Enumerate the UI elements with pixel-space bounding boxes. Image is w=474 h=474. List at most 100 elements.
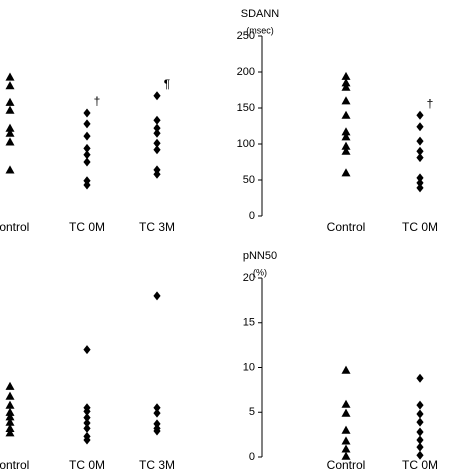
point: [83, 143, 91, 153]
point: [341, 436, 351, 445]
x-tick-label: TC 3M: [139, 458, 175, 472]
point: [416, 136, 424, 146]
point: [153, 291, 161, 301]
point: [83, 406, 91, 416]
point: [416, 442, 424, 452]
point: [5, 137, 15, 146]
point: [153, 169, 161, 179]
point: [5, 412, 15, 421]
x-tick-label: TC 3M: [139, 220, 175, 234]
x-tick-label: Control: [0, 458, 29, 472]
point: [341, 146, 351, 155]
y-axis-label: SDANN: [241, 8, 280, 20]
point: [416, 153, 424, 163]
x-tick-label: TC 0M: [402, 458, 438, 472]
point: [341, 82, 351, 91]
point: [153, 115, 161, 125]
point: [5, 381, 15, 390]
point: [416, 373, 424, 383]
point: [5, 407, 15, 416]
point: [153, 426, 161, 436]
point: [341, 365, 351, 374]
point: [341, 71, 351, 80]
x-tick-label: Control: [0, 220, 29, 234]
point: [153, 138, 161, 148]
point: [83, 150, 91, 160]
point: [83, 119, 91, 129]
x-tick-label: TC 0M: [69, 220, 105, 234]
point: [341, 96, 351, 105]
point: [83, 108, 91, 118]
point: [83, 345, 91, 355]
y-tick-label: 20: [243, 272, 255, 284]
point: [341, 168, 351, 177]
y-tick-label: 200: [237, 66, 255, 78]
point: [416, 146, 424, 156]
point: [5, 81, 15, 90]
point: [341, 141, 351, 150]
point: [153, 91, 161, 101]
point: [83, 435, 91, 445]
point: [341, 444, 351, 453]
x-tick-label: Control: [327, 458, 366, 472]
point: [5, 417, 15, 426]
point: [416, 122, 424, 132]
y-tick-label: 50: [243, 174, 255, 186]
annotation: †: [427, 96, 434, 110]
point: [416, 173, 424, 183]
y-tick-label: 10: [243, 361, 255, 373]
point: [5, 423, 15, 432]
point: [83, 131, 91, 141]
point: [153, 145, 161, 155]
y-tick-label: 0: [249, 210, 255, 222]
y-tick-label: 5: [249, 406, 255, 418]
point: [83, 423, 91, 433]
y-axis-unit: (msec): [246, 25, 274, 35]
annotation: ¶: [164, 77, 170, 91]
point: [416, 178, 424, 188]
point: [153, 403, 161, 413]
point: [5, 105, 15, 114]
y-tick-label: 250: [237, 30, 255, 42]
point: [341, 399, 351, 408]
point: [5, 123, 15, 132]
point: [416, 400, 424, 410]
point: [341, 132, 351, 141]
point: [341, 408, 351, 417]
point: [153, 128, 161, 138]
y-tick-label: 100: [237, 138, 255, 150]
point: [341, 127, 351, 136]
point: [341, 110, 351, 119]
point: [153, 408, 161, 418]
point: [5, 97, 15, 106]
annotation: †: [94, 94, 101, 108]
point: [341, 425, 351, 434]
x-tick-label: TC 0M: [69, 458, 105, 472]
point: [5, 428, 15, 437]
point: [5, 391, 15, 400]
point: [416, 409, 424, 419]
point: [5, 165, 15, 174]
point: [83, 157, 91, 167]
x-tick-label: TC 0M: [402, 220, 438, 234]
point: [5, 72, 15, 81]
point: [341, 451, 351, 460]
y-tick-label: 15: [243, 317, 255, 329]
point: [416, 417, 424, 427]
y-axis-label: pNN50: [243, 250, 277, 262]
point: [416, 427, 424, 437]
point: [5, 400, 15, 409]
x-tick-label: Control: [327, 220, 366, 234]
point: [83, 418, 91, 428]
point: [416, 435, 424, 445]
y-tick-label: 0: [249, 451, 255, 463]
point: [153, 123, 161, 133]
point: [83, 413, 91, 423]
y-tick-label: 150: [237, 102, 255, 114]
y-axis-unit: (%): [253, 267, 267, 277]
point: [416, 110, 424, 120]
point: [5, 128, 15, 137]
point: [341, 78, 351, 87]
point: [83, 180, 91, 190]
